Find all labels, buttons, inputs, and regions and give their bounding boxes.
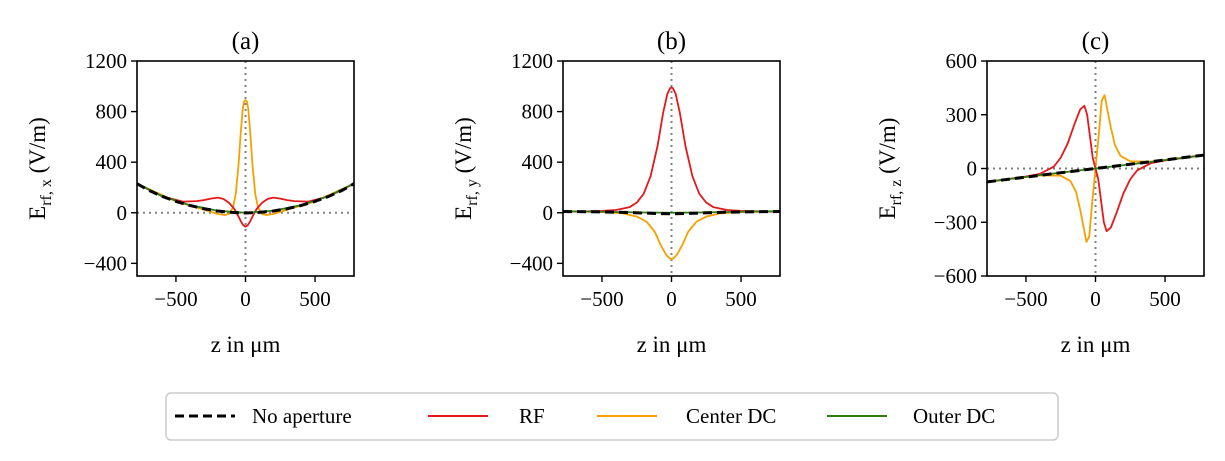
y-axis-label-subscript: rf, z xyxy=(888,180,905,206)
y-tick-label: 800 xyxy=(96,100,128,124)
y-axis-label-main: E xyxy=(875,205,900,219)
series-line-rf xyxy=(563,86,780,213)
x-tick-label: 0 xyxy=(666,287,677,311)
x-tick-label: 0 xyxy=(240,287,251,311)
y-axis-label-main: E xyxy=(25,206,50,220)
plot-area xyxy=(987,61,1204,276)
plot-area xyxy=(563,61,780,276)
x-axis-label: z in μm xyxy=(211,332,281,357)
legend-label-center-dc: Center DC xyxy=(686,404,776,428)
y-tick-label: 600 xyxy=(946,49,978,73)
series-line-no-aperture xyxy=(987,153,1204,184)
series-line-no-aperture xyxy=(137,182,354,215)
x-tick-label: 500 xyxy=(1149,287,1181,311)
legend-label-rf: RF xyxy=(519,404,545,428)
y-axis-label: Erf, z (V/m) xyxy=(875,118,905,220)
axes-frame xyxy=(562,60,781,277)
y-tick-label: −300 xyxy=(934,210,977,234)
y-axis-label: Erf, x (V/m) xyxy=(25,117,55,220)
x-axis-label: z in μm xyxy=(637,332,707,357)
y-tick-label: 1200 xyxy=(85,49,127,73)
legend: No aperture RF Center DC Outer DC xyxy=(165,392,1059,441)
y-tick-label: 400 xyxy=(96,150,128,174)
chart-panel-3: (c) −500 0 500 −600 −300 0 300 600 z in μm Erf, z … xyxy=(875,28,1205,357)
chart-title: (b) xyxy=(657,28,686,55)
y-tick-label: 800 xyxy=(522,100,554,124)
y-axis-label: Erf, y (V/m) xyxy=(451,117,481,220)
y-tick-label: −600 xyxy=(934,264,977,288)
y-axis-label-unit: (V/m) xyxy=(25,117,50,179)
series-line-no-aperture xyxy=(563,210,780,216)
chart-panel-1: (a) −500 0 500 −400 0 400 800 1200 z in μm Erf, x … xyxy=(25,28,355,357)
series-line-center-dc xyxy=(563,210,780,260)
x-tick-label: 500 xyxy=(725,287,757,311)
series-line-rf xyxy=(137,182,354,228)
x-tick-label: 500 xyxy=(299,287,331,311)
x-tick-label: −500 xyxy=(1004,287,1047,311)
series-line-center-dc xyxy=(137,99,354,216)
x-tick-label: −500 xyxy=(580,287,623,311)
y-axis-label-unit: (V/m) xyxy=(875,118,900,180)
y-tick-label: 1200 xyxy=(511,49,553,73)
y-tick-label: 400 xyxy=(522,150,554,174)
x-tick-label: 0 xyxy=(1090,287,1101,311)
y-tick-label: −400 xyxy=(84,251,127,275)
x-axis-label: z in μm xyxy=(1061,332,1131,357)
y-axis-label-subscript: rf, y xyxy=(464,179,481,206)
chart-panels: (a) −500 0 500 −400 0 400 800 1200 z in μm Erf, x … xyxy=(25,28,1205,357)
y-axis-label-unit: (V/m) xyxy=(451,117,476,179)
legend-label-outer-dc: Outer DC xyxy=(913,404,995,428)
y-tick-label: 0 xyxy=(967,157,978,181)
chart-title: (a) xyxy=(232,28,260,55)
axes-frame xyxy=(136,60,355,277)
y-tick-label: 0 xyxy=(543,201,554,225)
y-axis-label-main: E xyxy=(451,206,476,220)
plot-area xyxy=(137,61,354,276)
legend-label-no-aperture: No aperture xyxy=(252,404,352,428)
y-tick-label: −400 xyxy=(510,251,553,275)
x-tick-label: −500 xyxy=(154,287,197,311)
y-tick-label: 300 xyxy=(946,103,978,127)
chart-title: (c) xyxy=(1082,28,1110,55)
chart-panel-2: (b) −500 0 500 −400 0 400 800 1200 z in μm Erf, y … xyxy=(451,28,781,357)
y-tick-label: 0 xyxy=(117,201,128,225)
y-axis-label-subscript: rf, x xyxy=(38,179,55,206)
